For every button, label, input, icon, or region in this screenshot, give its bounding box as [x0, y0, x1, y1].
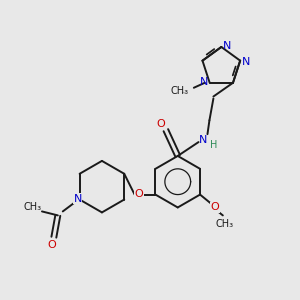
Text: CH₃: CH₃	[171, 86, 189, 96]
Text: CH₃: CH₃	[24, 202, 42, 212]
Text: N: N	[74, 194, 82, 203]
Text: N: N	[223, 41, 232, 51]
Text: N: N	[199, 135, 208, 145]
Text: methyl: methyl	[182, 92, 186, 93]
Text: O: O	[134, 189, 143, 199]
Text: N: N	[200, 77, 208, 87]
Text: H: H	[210, 140, 217, 150]
Text: O: O	[211, 202, 219, 212]
Text: O: O	[157, 119, 165, 129]
Text: CH₃: CH₃	[216, 219, 234, 229]
Text: O: O	[47, 240, 56, 250]
Text: N: N	[242, 57, 250, 67]
